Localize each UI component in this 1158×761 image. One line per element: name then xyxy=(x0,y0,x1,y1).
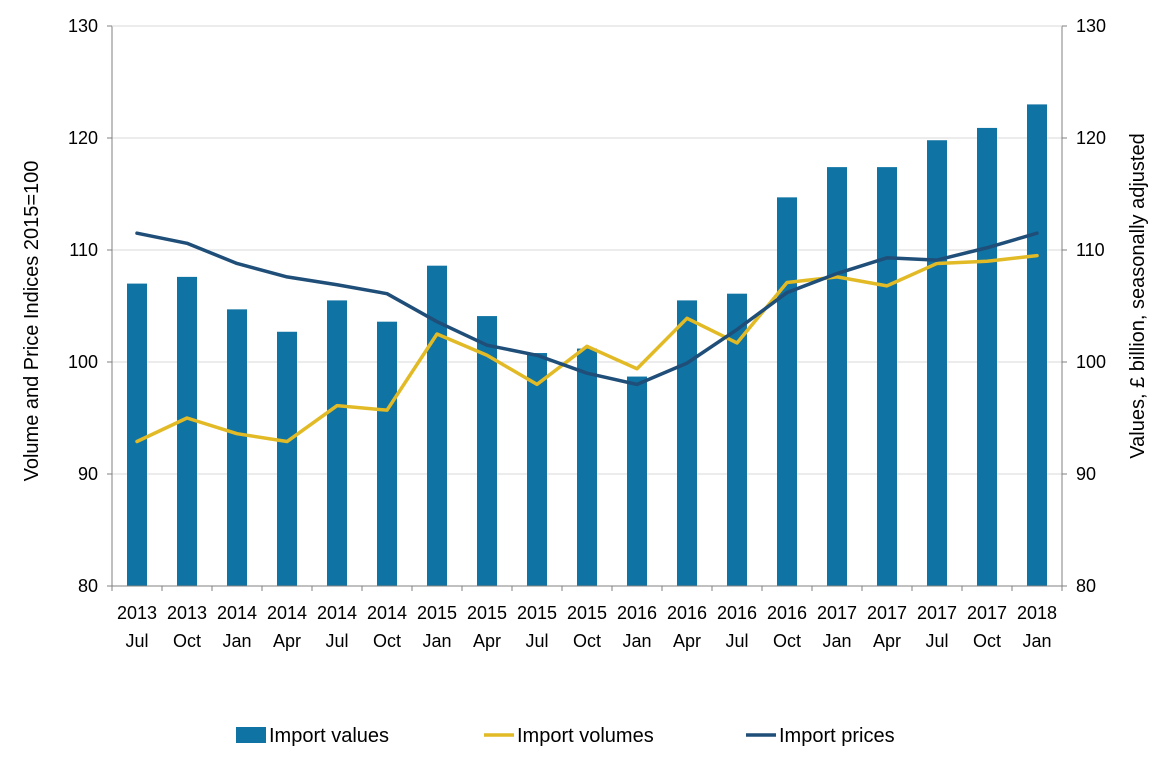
x-tick-label-year: 2013 xyxy=(117,603,157,623)
x-tick-label-month: Jan xyxy=(222,631,251,651)
x-tick-label-year: 2017 xyxy=(817,603,857,623)
x-tick-label-year: 2015 xyxy=(567,603,607,623)
y-tick-label-left: 130 xyxy=(68,16,98,36)
x-tick-label-month: Oct xyxy=(373,631,401,651)
y-tick-label-right: 120 xyxy=(1076,128,1106,148)
x-tick-label-month: Apr xyxy=(273,631,301,651)
y-tick-label-left: 120 xyxy=(68,128,98,148)
x-tick-label-month: Jan xyxy=(422,631,451,651)
x-tick-label-month: Jul xyxy=(725,631,748,651)
bar-import-values xyxy=(827,167,847,586)
bars-import-values xyxy=(127,104,1047,587)
bar-import-values xyxy=(327,300,347,586)
x-tick-label-year: 2015 xyxy=(517,603,557,623)
x-tick-label-year: 2017 xyxy=(917,603,957,623)
x-tick-label-year: 2016 xyxy=(667,603,707,623)
bar-import-values xyxy=(527,353,547,586)
y-tick-label-left: 110 xyxy=(69,240,98,260)
y-axis-left-title: Volume and Price Indices 2015=100 xyxy=(21,161,43,482)
x-tick-label-month: Jan xyxy=(622,631,651,651)
y-tick-label-left: 100 xyxy=(68,352,98,372)
bar-import-values xyxy=(627,376,647,586)
y-tick-label-right: 110 xyxy=(1076,240,1105,260)
x-tick-label-year: 2013 xyxy=(167,603,207,623)
x-tick-label-month: Jul xyxy=(525,631,548,651)
x-tick-label-year: 2015 xyxy=(417,603,457,623)
bar-import-values xyxy=(1027,104,1047,587)
lines-layer xyxy=(135,231,1039,444)
x-tick-label-month: Jan xyxy=(1022,631,1051,651)
x-tick-label-year: 2016 xyxy=(767,603,807,623)
bar-import-values xyxy=(377,321,397,586)
x-tick-label-year: 2014 xyxy=(367,603,407,623)
legend-label-import-prices: Import prices xyxy=(779,725,895,747)
x-tick-label-year: 2017 xyxy=(867,603,907,623)
axis-labels: 80 90 100 110 120 130 80 90 100 110 120 130 Volume a… xyxy=(21,16,1149,651)
y-tick-label-right: 100 xyxy=(1076,352,1106,372)
x-tick-label-month: Apr xyxy=(473,631,501,651)
x-tick-label-year: 2016 xyxy=(717,603,757,623)
bar-import-values xyxy=(927,140,947,587)
x-tick-label-month: Oct xyxy=(173,631,201,651)
x-tick-label-month: Jan xyxy=(822,631,851,651)
bar-import-values xyxy=(127,283,147,586)
y-tick-label-right: 90 xyxy=(1076,464,1096,484)
x-tick-label-month: Apr xyxy=(673,631,701,651)
legend-label-import-values: Import values xyxy=(269,725,389,747)
bar-import-values xyxy=(577,348,597,586)
legend-swatch-import-values xyxy=(236,727,266,743)
y-axis-right-title: Values, £ billion, seasonally adjusted xyxy=(1127,133,1149,458)
bar-import-values xyxy=(977,127,997,587)
y-tick-label-right: 80 xyxy=(1076,576,1096,596)
x-tick-label-month: Jul xyxy=(325,631,348,651)
x-tick-label-month: Jul xyxy=(125,631,148,651)
bar-import-values xyxy=(877,167,897,586)
axes xyxy=(107,25,1067,591)
x-tick-label-year: 2018 xyxy=(1017,603,1057,623)
x-tick-label-month: Oct xyxy=(573,631,601,651)
x-tick-label-month: Oct xyxy=(773,631,801,651)
bar-import-values xyxy=(477,316,497,586)
x-tick-label-month: Jul xyxy=(925,631,948,651)
line-import-prices xyxy=(135,231,1039,387)
bar-import-values xyxy=(227,309,247,586)
legend: Import values Import volumes Import prices xyxy=(236,725,895,747)
line-import-volumes xyxy=(135,253,1039,444)
x-tick-label-year: 2014 xyxy=(317,603,357,623)
x-tick-label-month: Apr xyxy=(873,631,901,651)
x-tick-label-year: 2014 xyxy=(267,603,307,623)
x-tick-label-year: 2017 xyxy=(967,603,1007,623)
y-tick-label-left: 80 xyxy=(78,576,98,596)
bar-import-values xyxy=(427,265,447,586)
x-tick-label-month: Oct xyxy=(973,631,1001,651)
bar-import-values xyxy=(677,300,697,586)
bar-import-values xyxy=(727,293,747,586)
y-tick-label-left: 90 xyxy=(78,464,98,484)
bar-import-values xyxy=(277,331,297,586)
y-tick-label-right: 130 xyxy=(1076,16,1106,36)
x-tick-label-year: 2014 xyxy=(217,603,257,623)
legend-label-import-volumes: Import volumes xyxy=(517,725,654,747)
x-tick-label-year: 2016 xyxy=(617,603,657,623)
bar-import-values xyxy=(777,197,797,587)
bar-import-values xyxy=(177,276,197,586)
x-tick-label-year: 2015 xyxy=(467,603,507,623)
